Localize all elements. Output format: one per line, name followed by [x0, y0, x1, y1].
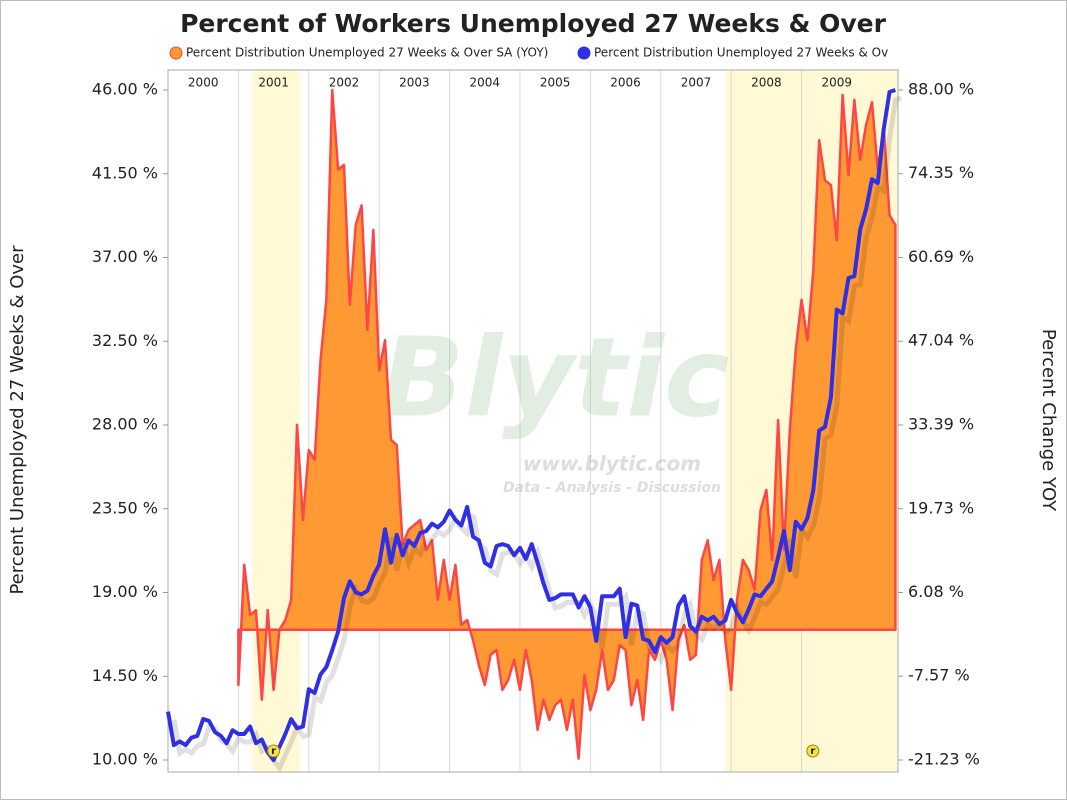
y-tick-label: 32.50 %	[92, 331, 158, 350]
x-tick-label: 2007	[681, 76, 712, 90]
x-tick-label: 2009	[821, 76, 852, 90]
y2-tick-label: -21.23 %	[908, 750, 980, 769]
y-tick-label: 23.50 %	[92, 498, 158, 517]
x-tick-label: 2002	[329, 76, 360, 90]
recession-marker-label: r	[271, 746, 276, 757]
x-tick-label: 2000	[188, 76, 219, 90]
watermark-tagline: Data - Analysis - Discussion	[503, 480, 721, 496]
watermark-title: Blytic	[381, 313, 730, 441]
legend-swatch	[169, 46, 183, 60]
y2-tick-label: 74.35 %	[908, 163, 974, 182]
y-tick-label: 14.50 %	[92, 666, 158, 685]
y-axis-title: Percent Unemployed 27 Weeks & Over	[7, 245, 28, 595]
y2-tick-label: -7.57 %	[908, 666, 970, 685]
plot-border	[167, 69, 899, 773]
y2-tick-label: 19.73 %	[908, 498, 974, 517]
y-tick-label: 19.00 %	[92, 582, 158, 601]
x-tick-label: 2003	[399, 76, 430, 90]
y-tick-label: 28.00 %	[92, 415, 158, 434]
legend-label: Percent Distribution Unemployed 27 Weeks…	[186, 46, 548, 60]
watermark: Blytic www.blytic.com Data - Analysis - …	[381, 313, 730, 496]
y-tick-label: 41.50 %	[92, 163, 158, 182]
line-shadow	[171, 95, 903, 773]
area	[237, 88, 897, 760]
legend-label: Percent Distribution Unemployed 27 Weeks…	[594, 46, 888, 60]
y2-tick-label: 6.08 %	[908, 582, 964, 601]
recession-marker	[806, 744, 820, 758]
y2-tick-label: 33.39 %	[908, 414, 974, 433]
x-tick-label: 2001	[258, 76, 289, 90]
x-tick-label: 2004	[470, 76, 501, 90]
chart-title: Percent of Workers Unemployed 27 Weeks &…	[180, 9, 887, 38]
y-tick-label: 37.00 %	[92, 247, 158, 266]
x-tick-label: 2005	[540, 76, 571, 90]
x-tick-label: 2008	[751, 76, 782, 90]
y-tick-label: 46.00 %	[92, 80, 158, 99]
x-tick-label: 2006	[610, 76, 641, 90]
legend-swatch	[577, 46, 591, 60]
y2-tick-label: 88.00 %	[908, 80, 974, 99]
line	[166, 88, 897, 762]
y2-axis-title: Percent Change YOY	[1038, 329, 1059, 512]
y2-tick-label: 47.04 %	[908, 331, 974, 350]
recession-marker	[267, 744, 281, 758]
recession-marker-label: r	[810, 746, 815, 757]
y2-tick-label: 60.69 %	[908, 247, 974, 266]
y-tick-label: 10.00 %	[92, 750, 158, 769]
watermark-url: www.blytic.com	[523, 452, 701, 476]
